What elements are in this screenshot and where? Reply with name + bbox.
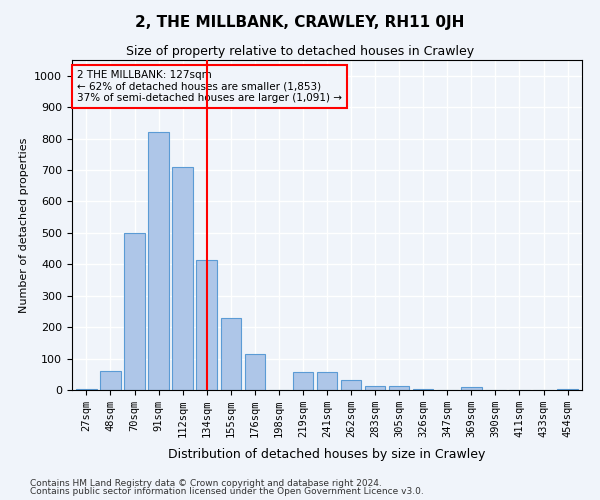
Bar [245,354,265,390]
Bar [365,386,385,390]
Bar [389,386,409,390]
Text: 2 THE MILLBANK: 127sqm
← 62% of detached houses are smaller (1,853)
37% of semi-: 2 THE MILLBANK: 127sqm ← 62% of detached… [77,70,342,103]
Bar [317,372,337,390]
Bar [148,132,169,390]
X-axis label: Distribution of detached houses by size in Crawley: Distribution of detached houses by size … [169,448,485,462]
Bar [76,389,97,390]
Bar [221,318,241,390]
Bar [461,387,482,390]
Bar [196,260,217,390]
Text: Size of property relative to detached houses in Crawley: Size of property relative to detached ho… [126,45,474,58]
Text: Contains public sector information licensed under the Open Government Licence v3: Contains public sector information licen… [30,487,424,496]
Bar [172,167,193,390]
Bar [293,372,313,390]
Y-axis label: Number of detached properties: Number of detached properties [19,138,29,312]
Bar [100,371,121,390]
Text: 2, THE MILLBANK, CRAWLEY, RH11 0JH: 2, THE MILLBANK, CRAWLEY, RH11 0JH [136,15,464,30]
Text: Contains HM Land Registry data © Crown copyright and database right 2024.: Contains HM Land Registry data © Crown c… [30,478,382,488]
Bar [124,233,145,390]
Bar [413,388,433,390]
Bar [341,380,361,390]
